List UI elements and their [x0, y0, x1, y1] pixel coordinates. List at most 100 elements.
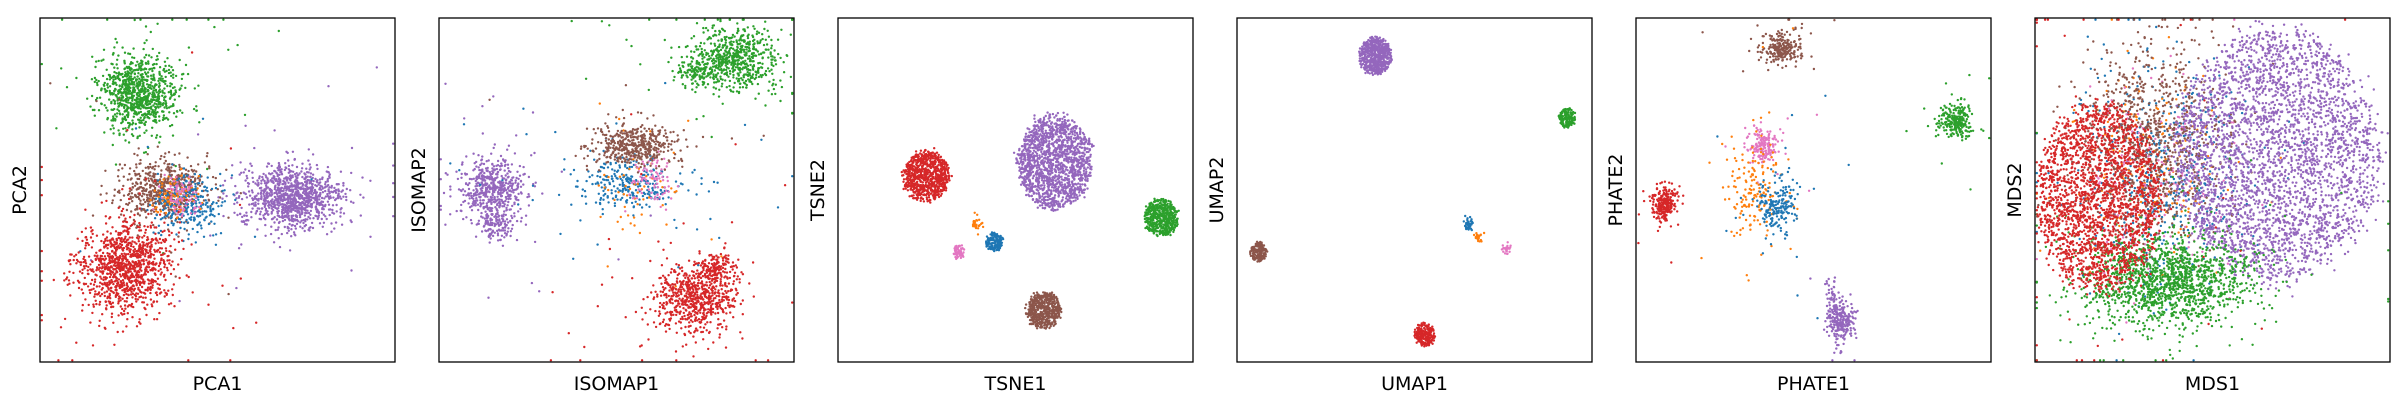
- data-point-pca-768: [147, 111, 151, 114]
- data-point-pca-812: [144, 73, 148, 76]
- data-point-pca-1988: [276, 203, 279, 206]
- data-point-pca-2392: [154, 164, 157, 168]
- data-point-pca-498: [144, 25, 148, 28]
- data-point-pca-557: [140, 121, 143, 125]
- data-point-pca-4033: [138, 283, 142, 287]
- data-point-pca-3809: [103, 291, 106, 294]
- data-point-pca-47: [89, 105, 92, 108]
- data-point-pca-3299: [102, 276, 106, 279]
- data-point-pca-1517: [333, 186, 336, 190]
- data-point-pca-3644: [100, 262, 103, 265]
- data-point-pca-3274: [190, 51, 194, 54]
- data-point-isomap-532: [505, 209, 508, 212]
- data-point-pca-1954: [279, 179, 282, 183]
- data-point-pca-1889: [292, 197, 295, 200]
- data-point-pca-985: [303, 214, 307, 217]
- data-point-pca-1854: [270, 207, 273, 210]
- data-point-pca-3625: [153, 248, 156, 252]
- data-point-pca-452: [115, 115, 118, 118]
- data-point-pca-4133: [130, 279, 133, 283]
- data-point-pca-1987: [307, 159, 310, 162]
- data-point-pca-3993: [145, 266, 149, 269]
- data-point-pca-1532: [326, 200, 330, 203]
- data-point-pca-3565: [127, 271, 130, 274]
- data-point-pca-1168: [295, 222, 299, 226]
- data-point-isomap-511: [488, 184, 491, 187]
- data-point-pca-1808: [277, 237, 280, 240]
- data-point-pca-2338: [159, 157, 162, 161]
- data-point-pca-274: [103, 81, 107, 85]
- data-point-pca-1861: [263, 196, 266, 200]
- data-point-pca-4139: [153, 179, 156, 183]
- data-point-pca-96: [90, 94, 94, 98]
- data-point-isomap-354: [479, 191, 482, 194]
- data-point-pca-3026: [173, 210, 176, 213]
- data-point-pca-876: [128, 96, 131, 99]
- data-point-pca-1955: [302, 207, 305, 210]
- data-point-pca-1857: [330, 222, 333, 225]
- data-point-pca-55: [157, 79, 160, 83]
- data-point-pca-2527: [99, 193, 102, 196]
- data-point-isomap-365: [507, 200, 510, 204]
- data-point-pca-2998: [157, 185, 161, 188]
- data-point-pca-3443: [71, 359, 74, 362]
- data-point-isomap-638: [493, 231, 496, 234]
- data-point-pca-3260: [125, 325, 128, 328]
- data-point-pca-1497: [270, 204, 273, 208]
- data-point-pca-2205: [146, 165, 150, 169]
- data-point-pca-2999: [180, 191, 183, 194]
- data-point-pca-572: [100, 89, 103, 92]
- data-point-pca-4006: [109, 286, 113, 290]
- data-point-pca-203: [142, 118, 145, 122]
- data-point-pca-3992: [90, 269, 93, 272]
- data-point-isomap-739: [659, 188, 662, 192]
- data-point-pca-1909: [254, 182, 257, 185]
- data-point-pca-1890: [280, 216, 283, 219]
- data-point-pca-1975: [337, 196, 340, 200]
- data-point-isomap-677: [572, 257, 575, 260]
- data-point-isomap-399: [479, 199, 482, 202]
- data-point-pca-3873: [108, 280, 111, 283]
- data-point-pca-713: [124, 97, 128, 101]
- data-point-pca-520: [110, 108, 113, 111]
- data-point-pca-3580: [121, 330, 125, 333]
- data-point-isomap-533: [482, 178, 485, 181]
- data-point-pca-581: [148, 92, 151, 95]
- data-point-isomap-230: [493, 169, 496, 172]
- data-point-pca-88: [155, 62, 158, 66]
- data-point-pca-4124: [139, 275, 143, 279]
- data-point-pca-2613: [194, 185, 197, 188]
- data-point-pca-1996: [304, 223, 308, 227]
- data-point-pca-1682: [270, 212, 273, 215]
- data-point-isomap-126: [518, 174, 522, 177]
- data-point-pca-3453: [63, 279, 66, 282]
- data-point-pca-4021: [106, 281, 109, 285]
- data-point-pca-3428: [152, 301, 155, 304]
- data-point-pca-180: [213, 25, 216, 29]
- data-point-pca-2792: [197, 198, 200, 201]
- data-point-pca-2544: [133, 169, 136, 173]
- data-point-pca-2622: [217, 205, 220, 208]
- data-point-pca-3812: [163, 289, 166, 292]
- data-point-pca-3229: [144, 288, 147, 292]
- data-point-isomap-809: [531, 184, 535, 187]
- data-point-pca-1427: [244, 168, 247, 171]
- data-point-pca-868: [169, 85, 172, 88]
- data-point-isomap-807: [525, 133, 528, 136]
- data-point-pca-2829: [221, 201, 224, 204]
- data-point-pca-3988: [108, 292, 111, 296]
- data-point-pca-490: [157, 103, 161, 106]
- data-point-pca-980: [242, 171, 245, 174]
- data-point-pca-1730: [282, 203, 286, 206]
- data-point-pca-1448: [301, 162, 304, 165]
- data-point-pca-595: [146, 116, 149, 119]
- data-point-pca-3459: [121, 307, 124, 311]
- data-point-isomap-411: [480, 171, 483, 174]
- data-point-pca-86: [122, 133, 126, 136]
- data-point-isomap-275: [491, 163, 494, 166]
- data-point-pca-1183: [277, 161, 281, 165]
- data-point-pca-3778: [119, 262, 122, 265]
- data-point-isomap-516: [474, 179, 477, 183]
- data-point-pca-3853: [167, 303, 171, 306]
- data-point-pca-2877: [207, 222, 211, 226]
